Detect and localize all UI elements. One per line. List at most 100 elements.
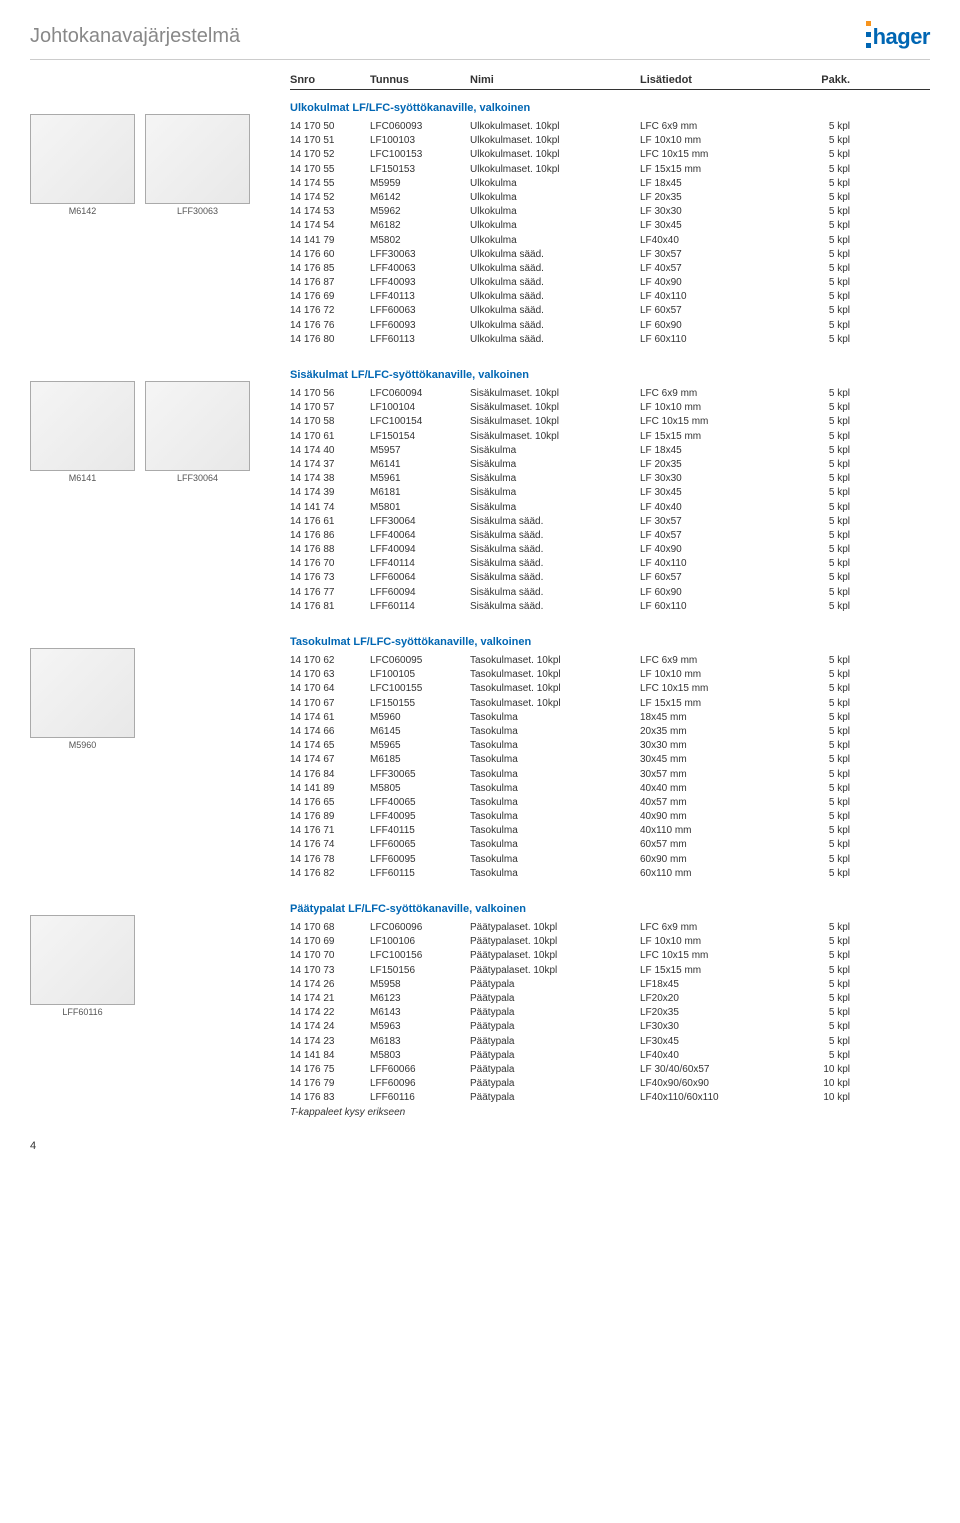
cell-pakk: 5 kpl xyxy=(780,543,850,557)
cell-nimi: Tasokulma xyxy=(470,782,640,796)
image-caption: LFF60116 xyxy=(30,1007,135,1017)
product-image xyxy=(145,114,250,204)
cell-tunnus: LFF30063 xyxy=(370,248,470,262)
cell-nimi: Ulkokulma xyxy=(470,205,640,219)
cell-pakk: 5 kpl xyxy=(780,964,850,978)
cell-lisa: 18x45 mm xyxy=(640,711,780,725)
table-header-row: Snro Tunnus Nimi Lisätiedot Pakk. xyxy=(290,74,930,90)
cell-tunnus: M5957 xyxy=(370,444,470,458)
cell-lisa: LF 40x90 xyxy=(640,276,780,290)
image-caption: M6141 xyxy=(30,473,135,483)
cell-snro: 14 176 69 xyxy=(290,290,370,304)
cell-pakk: 5 kpl xyxy=(780,163,850,177)
cell-tunnus: LF150154 xyxy=(370,430,470,444)
cell-nimi: Tasokulma xyxy=(470,867,640,881)
cell-nimi: Ulkokulmaset. 10kpl xyxy=(470,120,640,134)
cell-tunnus: M5958 xyxy=(370,978,470,992)
cell-pakk: 5 kpl xyxy=(780,529,850,543)
cell-nimi: Päätypala xyxy=(470,1006,640,1020)
product-image-box: LFF30063 xyxy=(145,114,250,347)
cell-tunnus: LFC060093 xyxy=(370,120,470,134)
cell-tunnus: LFF60065 xyxy=(370,838,470,852)
data-column: Tasokulmat LF/LFC-syöttökanaville, valko… xyxy=(290,636,930,881)
cell-lisa: 30x30 mm xyxy=(640,739,780,753)
cell-lisa: 40x90 mm xyxy=(640,810,780,824)
cell-pakk: 5 kpl xyxy=(780,262,850,276)
cell-lisa: 40x57 mm xyxy=(640,796,780,810)
cell-nimi: Sisäkulma xyxy=(470,472,640,486)
cell-lisa: LF40x110/60x110 xyxy=(640,1091,780,1105)
cell-nimi: Tasokulma xyxy=(470,753,640,767)
cell-tunnus: LFF60063 xyxy=(370,304,470,318)
cell-snro: 14 141 74 xyxy=(290,501,370,515)
cell-lisa: LF 40x57 xyxy=(640,529,780,543)
cell-snro: 14 174 61 xyxy=(290,711,370,725)
cell-snro: 14 141 79 xyxy=(290,234,370,248)
cell-lisa: 60x90 mm xyxy=(640,853,780,867)
cell-nimi: Päätypala xyxy=(470,1077,640,1091)
cell-snro: 14 174 40 xyxy=(290,444,370,458)
cell-nimi: Tasokulma xyxy=(470,725,640,739)
table-row: 14 170 50LFC060093Ulkokulmaset. 10kplLFC… xyxy=(290,120,930,134)
cell-lisa: LF 60x57 xyxy=(640,304,780,318)
table-row: 14 141 79M5802UlkokulmaLF40x405 kpl xyxy=(290,234,930,248)
table-row: 14 176 65LFF40065Tasokulma40x57 mm5 kpl xyxy=(290,796,930,810)
cell-nimi: Sisäkulmaset. 10kpl xyxy=(470,415,640,429)
cell-nimi: Ulkokulma sääd. xyxy=(470,304,640,318)
cell-tunnus: M6182 xyxy=(370,219,470,233)
cell-pakk: 5 kpl xyxy=(780,415,850,429)
cell-tunnus: LFF60094 xyxy=(370,586,470,600)
cell-snro: 14 174 55 xyxy=(290,177,370,191)
cell-pakk: 5 kpl xyxy=(780,276,850,290)
cell-nimi: Tasokulma xyxy=(470,768,640,782)
cell-pakk: 5 kpl xyxy=(780,753,850,767)
cell-snro: 14 170 70 xyxy=(290,949,370,963)
cell-nimi: Sisäkulma xyxy=(470,486,640,500)
cell-nimi: Sisäkulmaset. 10kpl xyxy=(470,401,640,415)
cell-pakk: 5 kpl xyxy=(780,711,850,725)
cell-lisa: LFC 6x9 mm xyxy=(640,387,780,401)
table-row: 14 174 65M5965Tasokulma30x30 mm5 kpl xyxy=(290,739,930,753)
table-row: 14 176 71LFF40115Tasokulma40x110 mm5 kpl xyxy=(290,824,930,838)
cell-lisa: LF 20x35 xyxy=(640,191,780,205)
brand-name: hager xyxy=(873,24,930,50)
table-row: 14 174 23M6183PäätypalaLF30x455 kpl xyxy=(290,1035,930,1049)
cell-snro: 14 176 76 xyxy=(290,319,370,333)
cell-snro: 14 170 52 xyxy=(290,148,370,162)
table-row: 14 170 68LFC060096Päätypalaset. 10kplLFC… xyxy=(290,921,930,935)
table-row: 14 174 22M6143PäätypalaLF20x355 kpl xyxy=(290,1006,930,1020)
cell-lisa: LF 60x110 xyxy=(640,333,780,347)
cell-lisa: LF 15x15 mm xyxy=(640,964,780,978)
cell-snro: 14 174 26 xyxy=(290,978,370,992)
cell-snro: 14 174 39 xyxy=(290,486,370,500)
cell-pakk: 5 kpl xyxy=(780,205,850,219)
cell-snro: 14 174 52 xyxy=(290,191,370,205)
product-image-box: LFF30064 xyxy=(145,381,250,614)
cell-pakk: 5 kpl xyxy=(780,557,850,571)
table-row: 14 176 75LFF60066PäätypalaLF 30/40/60x57… xyxy=(290,1063,930,1077)
cell-snro: 14 170 58 xyxy=(290,415,370,429)
cell-snro: 14 176 65 xyxy=(290,796,370,810)
cell-lisa: LF 30x57 xyxy=(640,248,780,262)
cell-nimi: Ulkokulma xyxy=(470,191,640,205)
cell-snro: 14 174 67 xyxy=(290,753,370,767)
cell-nimi: Päätypala xyxy=(470,1091,640,1105)
cell-nimi: Sisäkulma sääd. xyxy=(470,529,640,543)
cell-lisa: LF 60x90 xyxy=(640,319,780,333)
cell-tunnus: LFF40065 xyxy=(370,796,470,810)
cell-tunnus: M5959 xyxy=(370,177,470,191)
image-caption: M5960 xyxy=(30,740,135,750)
table-row: 14 176 79LFF60096PäätypalaLF40x90/60x901… xyxy=(290,1077,930,1091)
cell-pakk: 5 kpl xyxy=(780,120,850,134)
cell-lisa: LF40x40 xyxy=(640,1049,780,1063)
cell-pakk: 5 kpl xyxy=(780,486,850,500)
cell-tunnus: M5803 xyxy=(370,1049,470,1063)
cell-pakk: 5 kpl xyxy=(780,219,850,233)
cell-lisa: LFC 10x15 mm xyxy=(640,148,780,162)
product-image xyxy=(30,648,135,738)
cell-snro: 14 174 54 xyxy=(290,219,370,233)
table-row: 14 176 85LFF40063Ulkokulma sääd.LF 40x57… xyxy=(290,262,930,276)
cell-nimi: Ulkokulma xyxy=(470,177,640,191)
cell-lisa: LF 18x45 xyxy=(640,177,780,191)
cell-tunnus: LFF60093 xyxy=(370,319,470,333)
